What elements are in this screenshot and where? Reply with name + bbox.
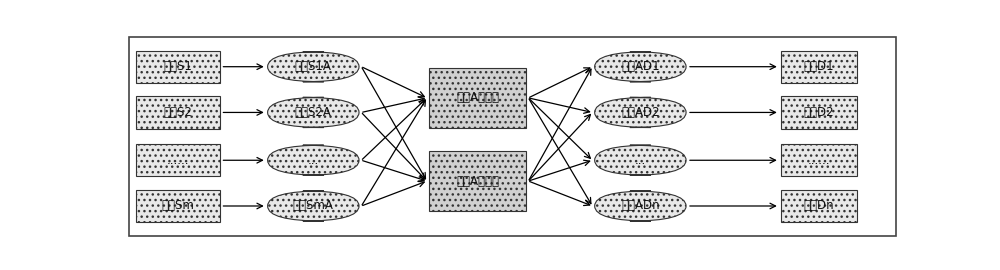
- FancyBboxPatch shape: [595, 145, 686, 175]
- FancyBboxPatch shape: [781, 50, 857, 83]
- FancyBboxPatch shape: [429, 68, 526, 127]
- Text: 应用A（备）: 应用A（备）: [456, 174, 499, 188]
- FancyBboxPatch shape: [136, 96, 220, 129]
- Text: 应用A（主）: 应用A（主）: [456, 91, 499, 104]
- FancyBboxPatch shape: [781, 144, 857, 176]
- FancyBboxPatch shape: [268, 97, 359, 127]
- FancyBboxPatch shape: [595, 52, 686, 82]
- Text: 应用Sm: 应用Sm: [161, 200, 194, 212]
- FancyBboxPatch shape: [136, 50, 220, 83]
- Text: ...: ...: [308, 154, 319, 167]
- FancyBboxPatch shape: [595, 97, 686, 127]
- Text: 主题S1A: 主题S1A: [295, 60, 332, 73]
- FancyBboxPatch shape: [429, 151, 526, 211]
- Text: 主题SmA: 主题SmA: [293, 200, 334, 212]
- Text: 应用D2: 应用D2: [803, 106, 834, 119]
- Text: ......: ......: [807, 154, 830, 167]
- FancyBboxPatch shape: [136, 190, 220, 222]
- Text: 应用S2: 应用S2: [163, 106, 192, 119]
- Text: 主题AD1: 主题AD1: [621, 60, 660, 73]
- Text: 应用S1: 应用S1: [163, 60, 192, 73]
- FancyBboxPatch shape: [268, 52, 359, 82]
- FancyBboxPatch shape: [268, 145, 359, 175]
- Text: 主题S2A: 主题S2A: [295, 106, 332, 119]
- FancyBboxPatch shape: [781, 190, 857, 222]
- Text: 应用D1: 应用D1: [803, 60, 834, 73]
- Text: 主题ADn: 主题ADn: [621, 200, 660, 212]
- FancyBboxPatch shape: [136, 144, 220, 176]
- FancyBboxPatch shape: [595, 191, 686, 221]
- Text: 主题AD2: 主题AD2: [621, 106, 660, 119]
- FancyBboxPatch shape: [781, 96, 857, 129]
- FancyBboxPatch shape: [268, 191, 359, 221]
- Text: ...: ...: [635, 154, 646, 167]
- Text: 应用Dn: 应用Dn: [803, 200, 834, 212]
- Text: ......: ......: [166, 154, 189, 167]
